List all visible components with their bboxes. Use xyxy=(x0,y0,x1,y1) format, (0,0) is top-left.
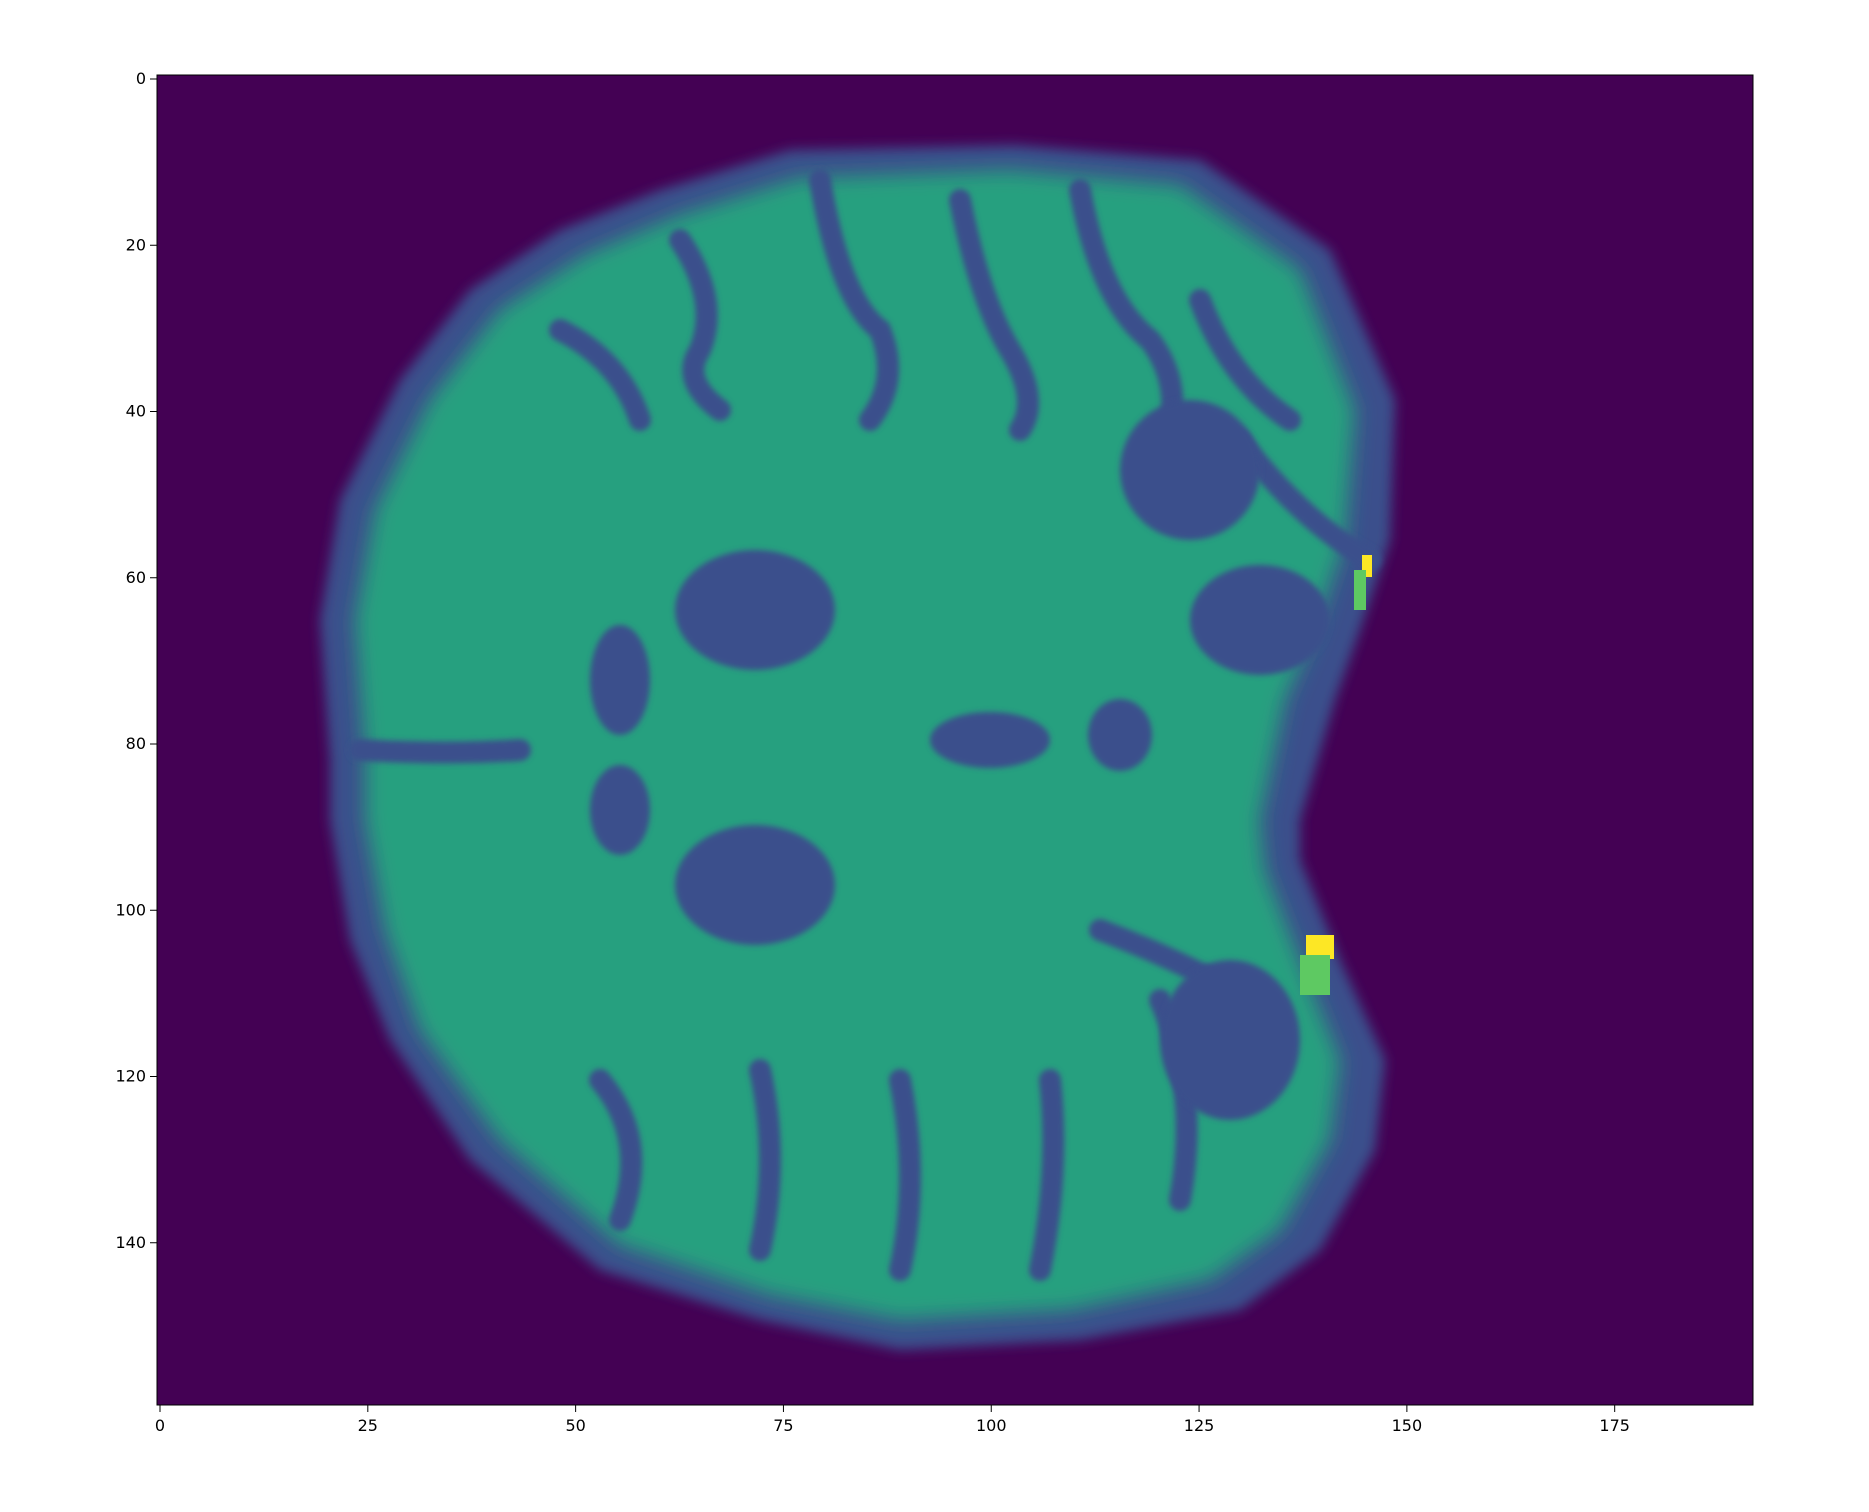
y-tick-label: 120 xyxy=(115,1067,146,1086)
y-axis: 0 20 40 60 80 100 120 140 xyxy=(115,69,157,1252)
white-matter xyxy=(355,170,1355,1320)
x-tick-label: 100 xyxy=(976,1416,1007,1435)
x-tick-label: 25 xyxy=(358,1416,378,1435)
y-tick-label: 60 xyxy=(126,568,146,587)
y-tick-label: 80 xyxy=(126,734,146,753)
y-tick-label: 0 xyxy=(136,69,146,88)
x-tick-label: 50 xyxy=(565,1416,585,1435)
ventricles xyxy=(590,400,1330,1120)
x-axis: 0 25 50 75 100 125 150 175 xyxy=(155,1405,1630,1435)
y-tick-label: 100 xyxy=(115,900,146,919)
y-tick-label: 20 xyxy=(126,235,146,254)
hyperintense-spots xyxy=(1300,555,1372,995)
x-tick-label: 125 xyxy=(1184,1416,1215,1435)
y-tick-label: 140 xyxy=(115,1233,146,1252)
axes-frame xyxy=(156,74,1754,1406)
x-tick-label: 75 xyxy=(773,1416,793,1435)
x-tick-label: 0 xyxy=(155,1416,165,1435)
x-tick-label: 175 xyxy=(1599,1416,1630,1435)
y-tick-label: 40 xyxy=(126,402,146,421)
x-tick-label: 150 xyxy=(1392,1416,1423,1435)
brain-slice-image xyxy=(320,145,1395,1350)
